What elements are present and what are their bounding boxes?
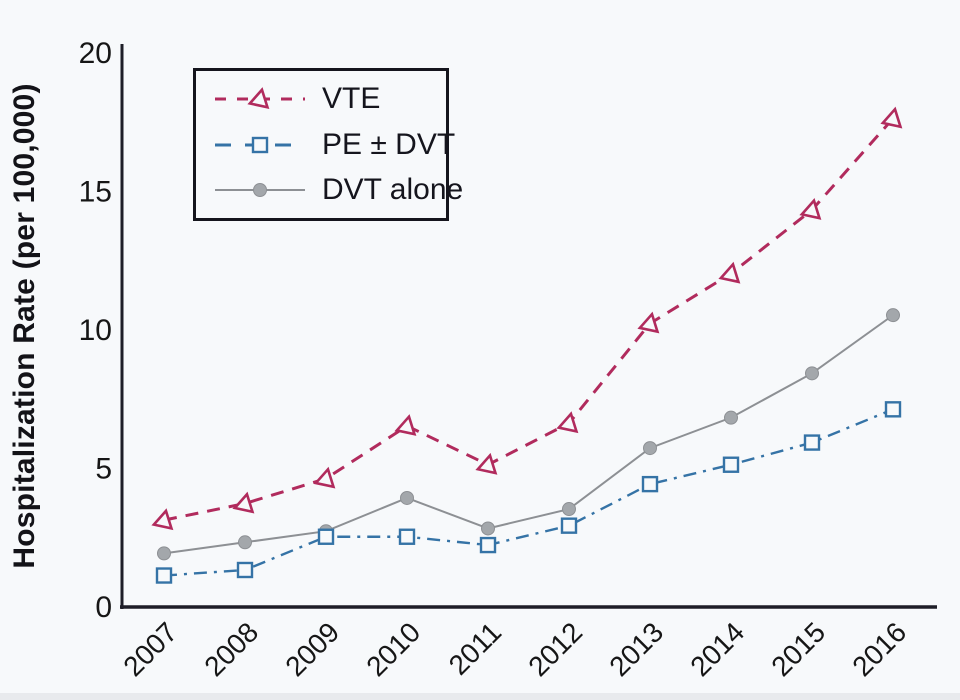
bottom-edge-strip (0, 693, 960, 700)
triangle-marker-icon (880, 106, 903, 129)
x-tick-label: 2015 (765, 616, 831, 682)
legend-row-dvt-alone: DVT alone (212, 173, 463, 207)
legend-label-pe-dvt: PE ± DVT (322, 127, 456, 161)
circle-marker-icon (157, 546, 171, 561)
triangle-marker-icon (718, 261, 741, 284)
square-marker-icon (884, 401, 902, 418)
series-line (163, 408, 894, 577)
triangle-marker-icon (394, 414, 417, 436)
vte-line-marker-icon (215, 87, 305, 110)
triangle-marker-icon (556, 411, 579, 434)
x-tick-label: 2014 (684, 616, 750, 682)
circle-marker-icon (562, 502, 576, 517)
circle-marker-icon (724, 410, 738, 425)
square-marker-icon (803, 434, 821, 451)
square-marker-icon (317, 528, 335, 545)
x-tick-label: 2011 (443, 616, 508, 681)
circle-marker-icon (400, 490, 414, 505)
y-tick-label: 0 (95, 591, 112, 624)
series-line (163, 314, 894, 555)
circle-marker-icon (253, 182, 267, 197)
legend-row-vte: VTE (212, 82, 446, 116)
y-axis-title: Hospitalization Rate (per 100,000) (8, 83, 41, 569)
triangle-marker-icon (637, 311, 660, 334)
series-line (163, 117, 895, 522)
x-tick-label: 2007 (117, 616, 183, 682)
dvt-alone-line-marker-icon (215, 182, 305, 197)
square-marker-icon (722, 456, 740, 473)
square-marker-icon (560, 517, 578, 534)
x-tick-labels: 2007 2008 2009 2010 2011 2012 2013 2014 2015 2016 (117, 616, 912, 682)
triangle-marker-icon (313, 466, 336, 489)
square-marker-icon (641, 475, 659, 493)
square-marker-icon (479, 536, 497, 554)
x-tick-label: 2012 (522, 616, 588, 682)
x-tick-label: 2009 (279, 616, 345, 682)
y-tick-label: 20 (79, 37, 112, 70)
x-tick-label: 2013 (603, 616, 669, 682)
y-tick-label: 5 (95, 453, 112, 486)
circle-marker-icon (481, 521, 495, 536)
legend-label-dvt-alone: DVT alone (322, 172, 464, 206)
square-marker-icon (236, 561, 254, 579)
circle-marker-icon (238, 535, 252, 550)
triangle-marker-icon (475, 452, 498, 475)
triangle-marker-icon (232, 491, 255, 514)
circle-marker-icon (886, 308, 900, 323)
series-markers (155, 401, 902, 584)
x-tick-label: 2010 (360, 616, 426, 682)
x-tick-label: 2008 (198, 616, 264, 682)
series-markers (157, 308, 900, 561)
y-tick-label: 10 (79, 314, 112, 347)
triangle-marker-icon (151, 508, 174, 531)
triangle-marker-icon (247, 87, 270, 110)
legend-label-vte: VTE (322, 82, 381, 116)
series-markers (151, 106, 903, 531)
legend-box: VTE PE ± DVT DVT alone (193, 68, 463, 221)
square-marker-icon (251, 136, 269, 153)
circle-marker-icon (805, 366, 819, 381)
x-tick-label: 2016 (846, 616, 912, 682)
circle-marker-icon (643, 441, 657, 456)
legend-row-pe-dvt: PE ± DVT (212, 128, 455, 162)
y-tick-labels: 0 5 10 15 20 (79, 37, 112, 624)
triangle-marker-icon (799, 198, 822, 220)
square-marker-icon (398, 528, 416, 545)
pe-dvt-line-marker-icon (215, 136, 305, 153)
square-marker-icon (155, 567, 173, 584)
y-tick-label: 15 (79, 176, 112, 209)
